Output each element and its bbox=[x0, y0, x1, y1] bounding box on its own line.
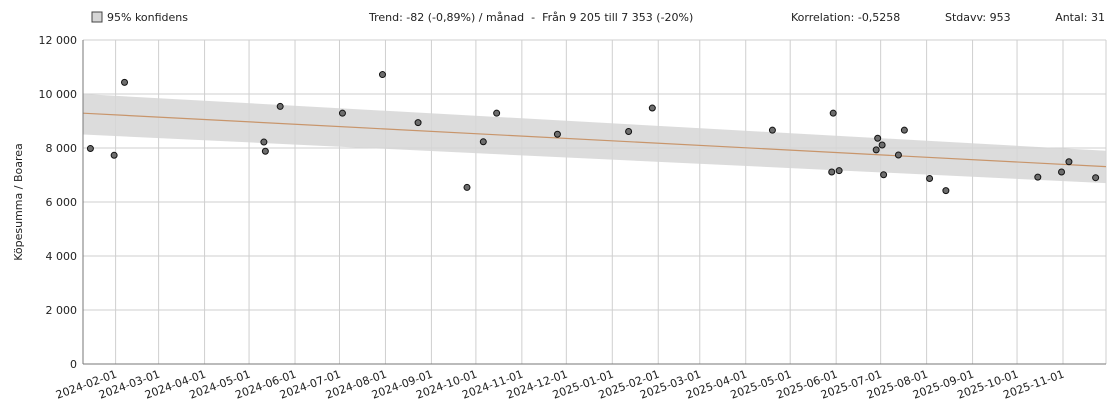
data-point bbox=[463, 183, 471, 191]
y-tick-labels: 0 2 000 4 000 6 000 8 000 10 000 12 000 bbox=[39, 34, 78, 371]
data-point bbox=[835, 167, 843, 175]
data-point bbox=[1034, 173, 1042, 181]
data-point bbox=[378, 71, 386, 79]
data-point bbox=[926, 175, 934, 183]
data-point bbox=[553, 130, 561, 138]
confidence-legend-label: 95% konfidens bbox=[107, 11, 188, 24]
data-point bbox=[121, 78, 129, 86]
data-point bbox=[872, 146, 880, 154]
data-point bbox=[276, 102, 284, 110]
confidence-band bbox=[83, 94, 1106, 184]
data-point bbox=[479, 138, 487, 146]
data-point bbox=[828, 168, 836, 176]
y-tick-label: 6 000 bbox=[46, 196, 78, 209]
trend-stat: Trend: -82 (-0,89%) / månad - Från 9 205… bbox=[368, 11, 693, 24]
data-points bbox=[86, 71, 1100, 195]
grid-lines bbox=[83, 39, 1107, 365]
stdavv-stat: Stdavv: 953 bbox=[945, 11, 1011, 24]
y-tick-label: 2 000 bbox=[46, 304, 78, 317]
data-point bbox=[1092, 174, 1100, 182]
confidence-band-layer bbox=[83, 94, 1106, 184]
y-tick-label: 12 000 bbox=[39, 34, 78, 47]
data-point bbox=[261, 147, 269, 155]
x-tick-labels: 2024-02-012024-03-012024-04-012024-05-01… bbox=[54, 368, 1066, 402]
data-point bbox=[86, 145, 94, 153]
trend-line bbox=[82, 112, 1107, 168]
y-tick-label: 4 000 bbox=[46, 250, 78, 263]
y-axis-title: Köpesumma / Boarea bbox=[12, 143, 25, 261]
data-point bbox=[1065, 158, 1073, 166]
confidence-legend-swatch bbox=[91, 11, 103, 23]
data-point bbox=[768, 126, 776, 134]
axes-layer bbox=[82, 40, 1106, 365]
data-point bbox=[1058, 168, 1066, 176]
data-point bbox=[648, 104, 656, 112]
y-tick-label: 0 bbox=[70, 358, 77, 371]
trend-line-layer bbox=[82, 112, 1107, 168]
data-point bbox=[338, 109, 346, 117]
data-point bbox=[625, 128, 633, 136]
data-point bbox=[900, 126, 908, 134]
antal-stat: Antal: 31 bbox=[1055, 11, 1105, 24]
y-tick-label: 10 000 bbox=[39, 88, 78, 101]
data-point bbox=[829, 109, 837, 117]
data-point bbox=[260, 138, 268, 146]
data-point bbox=[880, 171, 888, 179]
data-point bbox=[894, 151, 902, 159]
correlation-stat: Korrelation: -0,5258 bbox=[791, 11, 900, 24]
data-point bbox=[874, 134, 882, 142]
data-point bbox=[942, 187, 950, 195]
data-point bbox=[110, 151, 118, 159]
data-point bbox=[493, 109, 501, 117]
data-point bbox=[414, 119, 422, 127]
data-point bbox=[878, 141, 886, 149]
y-tick-label: 8 000 bbox=[46, 142, 78, 155]
